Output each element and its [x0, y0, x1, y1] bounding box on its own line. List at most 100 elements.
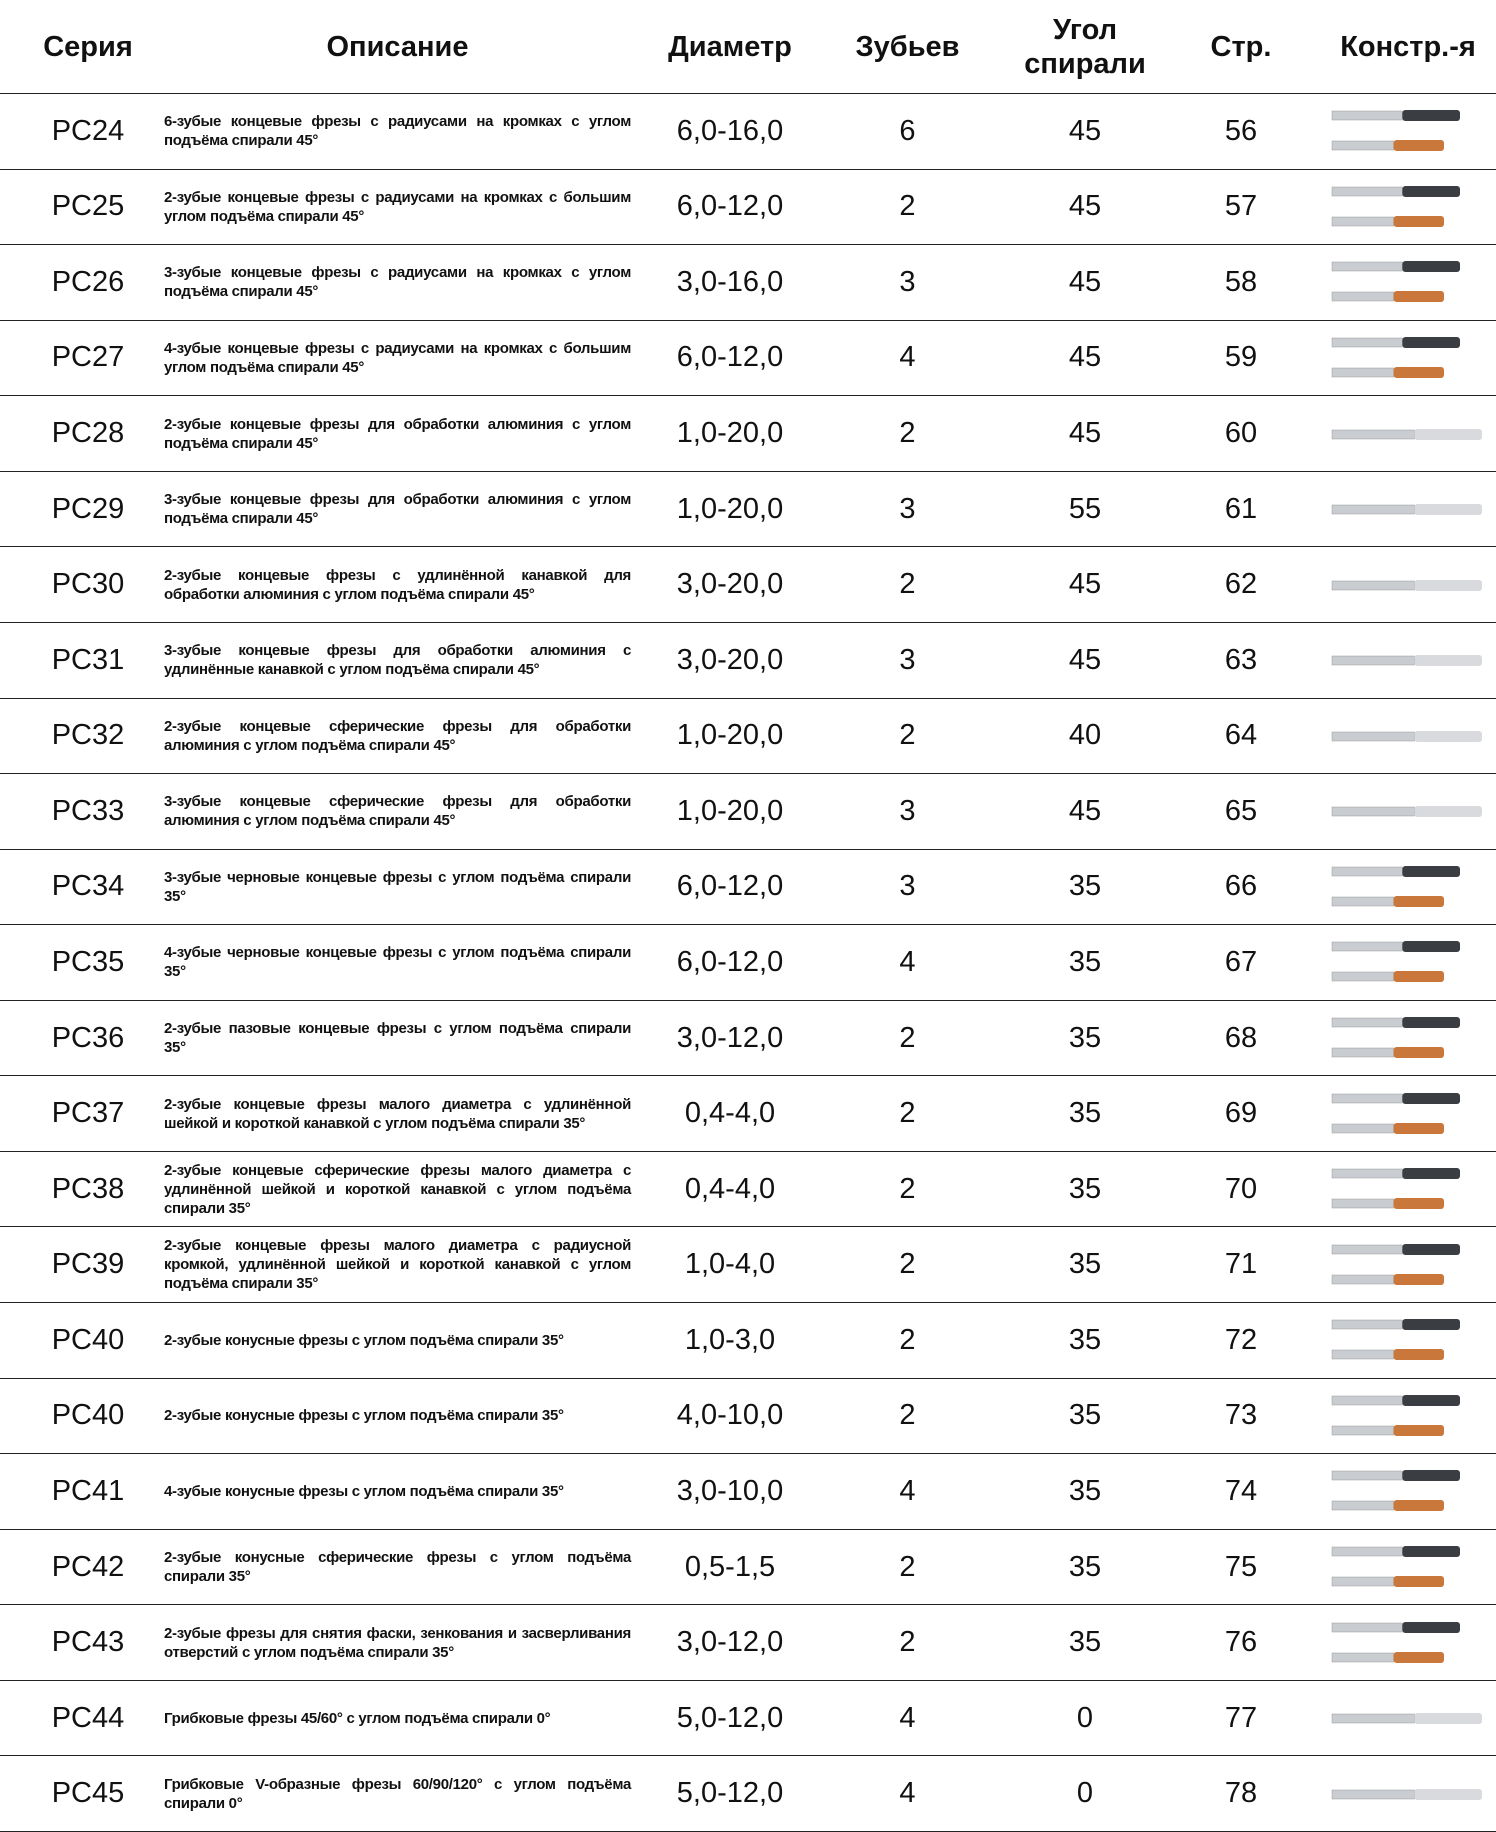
tool-icon [1331, 941, 1460, 983]
table-row: PC35 4-зубые черновые концевые фрезы с уг… [0, 925, 1496, 1001]
cell: 1,0-20,0 [676, 417, 784, 450]
header-cell: Угол спирали [1024, 13, 1146, 80]
table-row: PC37 2-зубые концевые фрезы малого диамет… [0, 1076, 1496, 1152]
cell: 2 [899, 1399, 916, 1432]
table-row: PC41 4-зубые конусные фрезы с углом подъё… [0, 1454, 1496, 1530]
description-text: 2-зубые конусные фрезы с углом подъёма с… [164, 1331, 564, 1349]
cell: 6,0-12,0 [676, 870, 784, 903]
tool-icon [1331, 1470, 1460, 1512]
description-cell: 3-зубые концевые фрезы с радиусами на кр… [164, 245, 631, 320]
cell: 2 [899, 1021, 916, 1054]
cell: PC29 [51, 492, 125, 525]
cell: PC27 [51, 341, 125, 374]
cell: 1,0-20,0 [676, 719, 784, 752]
cell: 0 [1076, 1701, 1094, 1734]
cell: PC37 [51, 1097, 125, 1130]
description-cell: 4-зубые черновые концевые фрезы с углом … [164, 925, 631, 1000]
description-text: 3-зубые концевые фрезы для обработки алю… [164, 491, 631, 528]
cell: 62 [1224, 568, 1258, 601]
cell: 70 [1224, 1172, 1258, 1205]
description-cell: 2-зубые концевые фрезы малого диаметра с… [164, 1076, 631, 1151]
table-row: PC44 Грибковые фрезы 45/60° с углом подъё… [0, 1681, 1496, 1757]
cell: PC26 [51, 265, 125, 298]
description-text: 6-зубые концевые фрезы с радиусами на кр… [164, 113, 631, 150]
tool-image [1320, 94, 1496, 169]
table-row: PC24 6-зубые концевые фрезы с радиусами н… [0, 94, 1496, 170]
cell: 4 [899, 341, 916, 374]
description-cell: 3-зубые концевые фрезы для обработки алю… [164, 472, 631, 547]
cell: 35 [1068, 1399, 1102, 1432]
cell: 66 [1224, 870, 1258, 903]
cell: PC33 [51, 794, 125, 827]
description-text: 3-зубые черновые концевые фрезы с углом … [164, 868, 631, 905]
description-cell: 2-зубые концевые фрезы с удлинённой кана… [164, 547, 631, 622]
cell: 3 [899, 870, 916, 903]
cell: 5,0-12,0 [676, 1777, 784, 1810]
cell: PC35 [51, 945, 125, 978]
tool-icon [1331, 1092, 1460, 1134]
cell: 35 [1068, 1248, 1102, 1281]
cell: 75 [1224, 1550, 1258, 1583]
table-row: PC33 3-зубые концевые сферические фрезы д… [0, 774, 1496, 850]
tool-icon [1331, 336, 1460, 378]
cell: 2 [899, 1172, 916, 1205]
description-text: 2-зубые пазовые концевые фрезы с углом п… [164, 1020, 631, 1057]
table-row: PC29 3-зубые концевые фрезы для обработки… [0, 472, 1496, 548]
cell: 35 [1068, 1021, 1102, 1054]
cell: 67 [1224, 945, 1258, 978]
tool-icon [1331, 110, 1460, 152]
table-row: PC27 4-зубые концевые фрезы с радиусами н… [0, 321, 1496, 397]
cell: 4,0-10,0 [676, 1399, 784, 1432]
tool-image [1320, 1530, 1496, 1605]
tool-icon [1331, 730, 1482, 742]
table-row: PC32 2-зубые концевые сферические фрезы д… [0, 699, 1496, 775]
cell: PC44 [51, 1701, 125, 1734]
cell: 45 [1068, 265, 1102, 298]
cell: 45 [1068, 643, 1102, 676]
table-row: PC26 3-зубые концевые фрезы с радиусами н… [0, 245, 1496, 321]
cell: 3,0-12,0 [676, 1021, 784, 1054]
tool-icon [1331, 806, 1482, 818]
cell: PC25 [51, 190, 125, 223]
description-text: 3-зубые концевые сферические фрезы для о… [164, 793, 631, 830]
tool-image [1320, 170, 1496, 245]
cell: 6,0-12,0 [676, 945, 784, 978]
cell: 69 [1224, 1097, 1258, 1130]
description-cell: 3-зубые концевые сферические фрезы для о… [164, 774, 631, 849]
cell: 2 [899, 1626, 916, 1659]
tool-image [1320, 1001, 1496, 1076]
cell: 6,0-12,0 [676, 341, 784, 374]
table-row: PC36 2-зубые пазовые концевые фрезы с угл… [0, 1001, 1496, 1077]
tool-image [1320, 1756, 1496, 1831]
cell: PC36 [51, 1021, 125, 1054]
cell: 55 [1068, 492, 1102, 525]
cell: 35 [1068, 1626, 1102, 1659]
description-cell: 2-зубые концевые сферические фрезы для о… [164, 699, 631, 774]
description-cell: 2-зубые концевые фрезы малого диаметра с… [164, 1227, 631, 1302]
table-row: PC42 2-зубые конусные сферические фрезы с… [0, 1530, 1496, 1606]
cell: PC40 [51, 1323, 125, 1356]
cell: 1,0-3,0 [684, 1323, 776, 1356]
cell: PC42 [51, 1550, 125, 1583]
description-text: 4-зубые конусные фрезы с углом подъёма с… [164, 1482, 564, 1500]
cell: 35 [1068, 1097, 1102, 1130]
cell: 3 [899, 265, 916, 298]
table-row: PC45 Грибковые V-образные фрезы 60/90/120… [0, 1756, 1496, 1832]
cell: 45 [1068, 794, 1102, 827]
description-cell: 4-зубые конусные фрезы с углом подъёма с… [164, 1454, 631, 1529]
tool-image [1320, 850, 1496, 925]
table-row: PC40 2-зубые конусные фрезы с углом подъё… [0, 1303, 1496, 1379]
table-row: PC38 2-зубые концевые сферические фрезы м… [0, 1152, 1496, 1228]
cell: 3,0-10,0 [676, 1474, 784, 1507]
tool-image [1320, 1605, 1496, 1680]
cell: 3,0-20,0 [676, 643, 784, 676]
tool-icon [1331, 1394, 1460, 1436]
description-cell: 2-зубые конусные фрезы с углом подъёма с… [164, 1303, 631, 1378]
cell: 35 [1068, 1323, 1102, 1356]
cell: 4 [899, 1777, 916, 1810]
cell: 1,0-20,0 [676, 492, 784, 525]
tool-icon [1331, 428, 1482, 440]
cell: 40 [1068, 719, 1102, 752]
description-cell: 2-зубые концевые фрезы с радиусами на кр… [164, 170, 631, 245]
